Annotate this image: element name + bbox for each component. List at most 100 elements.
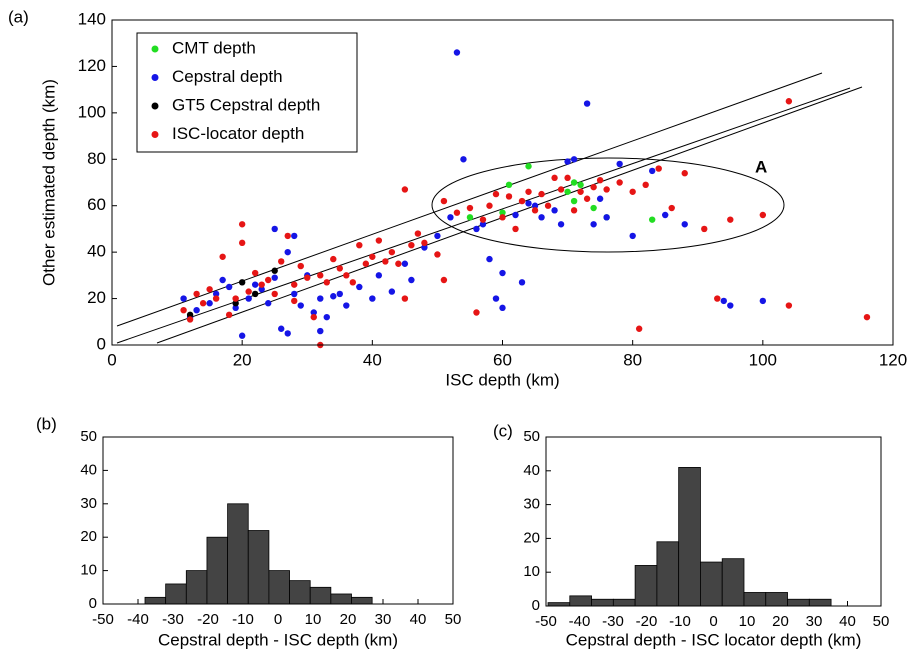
legend-label: ISC-locator depth (172, 124, 304, 143)
x-tick-label: 40 (363, 350, 382, 369)
x-tick-label: -20 (636, 613, 658, 630)
x-tick-label: 20 (340, 611, 357, 628)
panel-label: (b) (36, 414, 57, 433)
scatter-point (648, 167, 656, 175)
x-tick-label: 30 (375, 611, 392, 628)
scatter-point (727, 216, 734, 223)
x-tick-label: -40 (127, 611, 149, 628)
x-tick-label: 100 (749, 350, 777, 369)
x-tick-label: -10 (232, 611, 254, 628)
plot-frame (102, 436, 454, 605)
scatter-point (401, 186, 409, 193)
scatter-point (330, 293, 337, 300)
reference-line (116, 87, 851, 344)
scatter-point (304, 274, 311, 281)
legend: CMT depth Cepstral depth GT5 Cepstral dept… (136, 32, 358, 153)
scatter-point (499, 304, 506, 312)
scatter-point (297, 302, 304, 309)
x-tick-label: -10 (669, 613, 691, 630)
scatter-point (245, 288, 252, 295)
scatter-point (310, 309, 317, 316)
scatter-point (629, 188, 636, 195)
scatter-point (551, 207, 558, 214)
scatter-point (238, 239, 246, 247)
reference-lines (116, 72, 863, 344)
scatter-point (603, 186, 610, 193)
scatter-point (356, 283, 363, 291)
scatter-point (219, 276, 226, 284)
scatter-point (336, 290, 343, 298)
scatter-point (291, 281, 298, 288)
y-tick-label: 20 (80, 528, 97, 545)
scatter-point (505, 181, 513, 189)
scatter-point (212, 290, 220, 298)
scatter-point (284, 232, 291, 240)
scatter-point (596, 195, 604, 202)
scatter-point (323, 313, 330, 321)
legend-label: Cepstral depth (172, 67, 283, 86)
legend-label: GT5 Cepstral depth (172, 95, 320, 114)
scatter-point (512, 225, 519, 233)
scatter-point (232, 300, 239, 307)
x-tick-label: 50 (873, 613, 890, 630)
legend-marker (151, 45, 159, 53)
scatter-point (199, 300, 207, 307)
histogram-bar (700, 561, 723, 607)
scatter-point (492, 190, 500, 198)
scatter-point (297, 262, 304, 270)
x-tick-label: -20 (197, 611, 219, 628)
legend-label: CMT depth (172, 38, 256, 57)
scatter-point (570, 179, 578, 186)
scatter-point (577, 188, 584, 195)
histogram-bar (330, 593, 352, 605)
histogram-bar (808, 598, 832, 607)
scatter-point (662, 211, 669, 219)
y-axis-label: Other estimated depth (km) (39, 79, 58, 286)
scatter-point (538, 214, 545, 221)
scatter-point (629, 232, 636, 240)
scatter-point (720, 297, 727, 305)
scatter-point (486, 255, 493, 263)
scatter-point (336, 265, 343, 272)
x-tick-label: 20 (772, 613, 789, 630)
x-tick-label: 40 (410, 611, 427, 628)
scatter-point (473, 309, 480, 316)
scatter-point (551, 174, 558, 182)
x-tick-label: 80 (623, 350, 642, 369)
panel-label: (a) (8, 7, 29, 26)
y-tick-label: 20 (87, 288, 106, 307)
scatter-point (590, 204, 597, 212)
x-tick-label: 40 (839, 613, 856, 630)
scatter-point (525, 188, 532, 195)
scatter-point (531, 207, 539, 214)
x-axis-label: Cepstral depth - ISC depth (km) (158, 630, 398, 649)
scatter-point (225, 311, 233, 319)
scatter-point (557, 186, 565, 193)
scatter-point (583, 195, 591, 202)
histogram-bar (591, 598, 614, 607)
y-tick-label: 60 (87, 195, 106, 214)
scatter-point (193, 290, 200, 298)
scatter-point (701, 225, 708, 233)
scatter-point (759, 211, 767, 219)
scatter-point (180, 306, 187, 314)
scatter-point (727, 302, 734, 309)
x-tick-label: 30 (806, 613, 823, 630)
histogram-bar (268, 570, 290, 605)
legend-box (136, 32, 358, 153)
scatter-point (291, 290, 298, 298)
scatter-point (278, 325, 285, 332)
scatter-point (492, 295, 500, 302)
scatter-point (505, 193, 513, 200)
histogram-bar (656, 541, 680, 607)
x-tick-label: -50 (92, 611, 114, 628)
scatter-point (271, 290, 278, 298)
y-tick-label: 0 (89, 595, 97, 612)
reference-line (156, 86, 863, 344)
scatter-point (863, 313, 871, 321)
y-tick-label: 50 (80, 428, 97, 445)
panel-label: (c) (493, 421, 513, 440)
scatter-point (349, 279, 357, 286)
x-axis-label: ISC depth (km) (445, 370, 559, 389)
scatter-point (408, 276, 415, 284)
